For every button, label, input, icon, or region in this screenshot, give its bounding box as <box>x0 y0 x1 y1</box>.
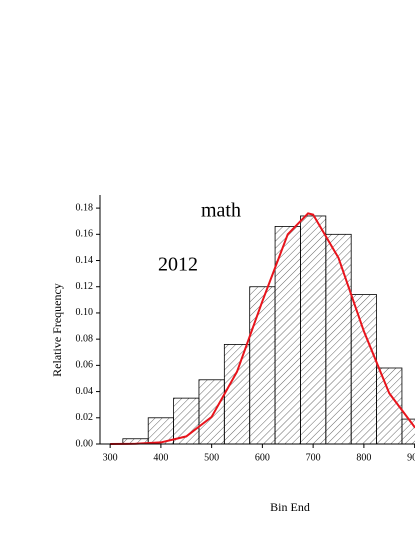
annotation: math <box>201 200 241 222</box>
bar <box>350 294 377 445</box>
y-tick-label: 0.02 <box>76 412 94 423</box>
bar <box>249 286 276 445</box>
x-tick-label: 300 <box>103 452 118 463</box>
x-tick-label: 400 <box>153 452 168 463</box>
x-tick-label: 800 <box>356 452 371 463</box>
x-tick-label: 500 <box>204 452 219 463</box>
bar <box>198 379 225 445</box>
x-tick-label: 900 <box>407 452 415 463</box>
y-tick-label: 0.18 <box>76 202 94 213</box>
fit-curve <box>110 212 415 445</box>
y-tick-label: 0.00 <box>76 438 94 449</box>
y-tick-label: 0.14 <box>76 255 94 266</box>
x-axis-label: Bin End <box>270 500 310 514</box>
bar <box>325 233 352 445</box>
y-axis-label: Relative Frequency <box>50 283 64 377</box>
y-tick-label: 0.10 <box>76 307 94 318</box>
y-tick-label: 0.16 <box>76 229 94 240</box>
bar <box>401 418 415 445</box>
x-tick-label: 600 <box>255 452 270 463</box>
y-tick-label: 0.06 <box>76 360 94 371</box>
plot-area: 0.00 0.02 0.04 0.06 0.08 0.10 0.12 0.14 0.16 0.18… <box>76 195 415 463</box>
bar <box>376 367 403 445</box>
y-tick-label: 0.12 <box>76 281 94 292</box>
bar <box>300 215 327 445</box>
annotation: 2012 <box>158 254 198 276</box>
y-tick-label: 0.08 <box>76 333 94 344</box>
bar <box>223 343 251 445</box>
x-tick-label: 700 <box>306 452 321 463</box>
y-tick-label: 0.04 <box>76 386 94 397</box>
